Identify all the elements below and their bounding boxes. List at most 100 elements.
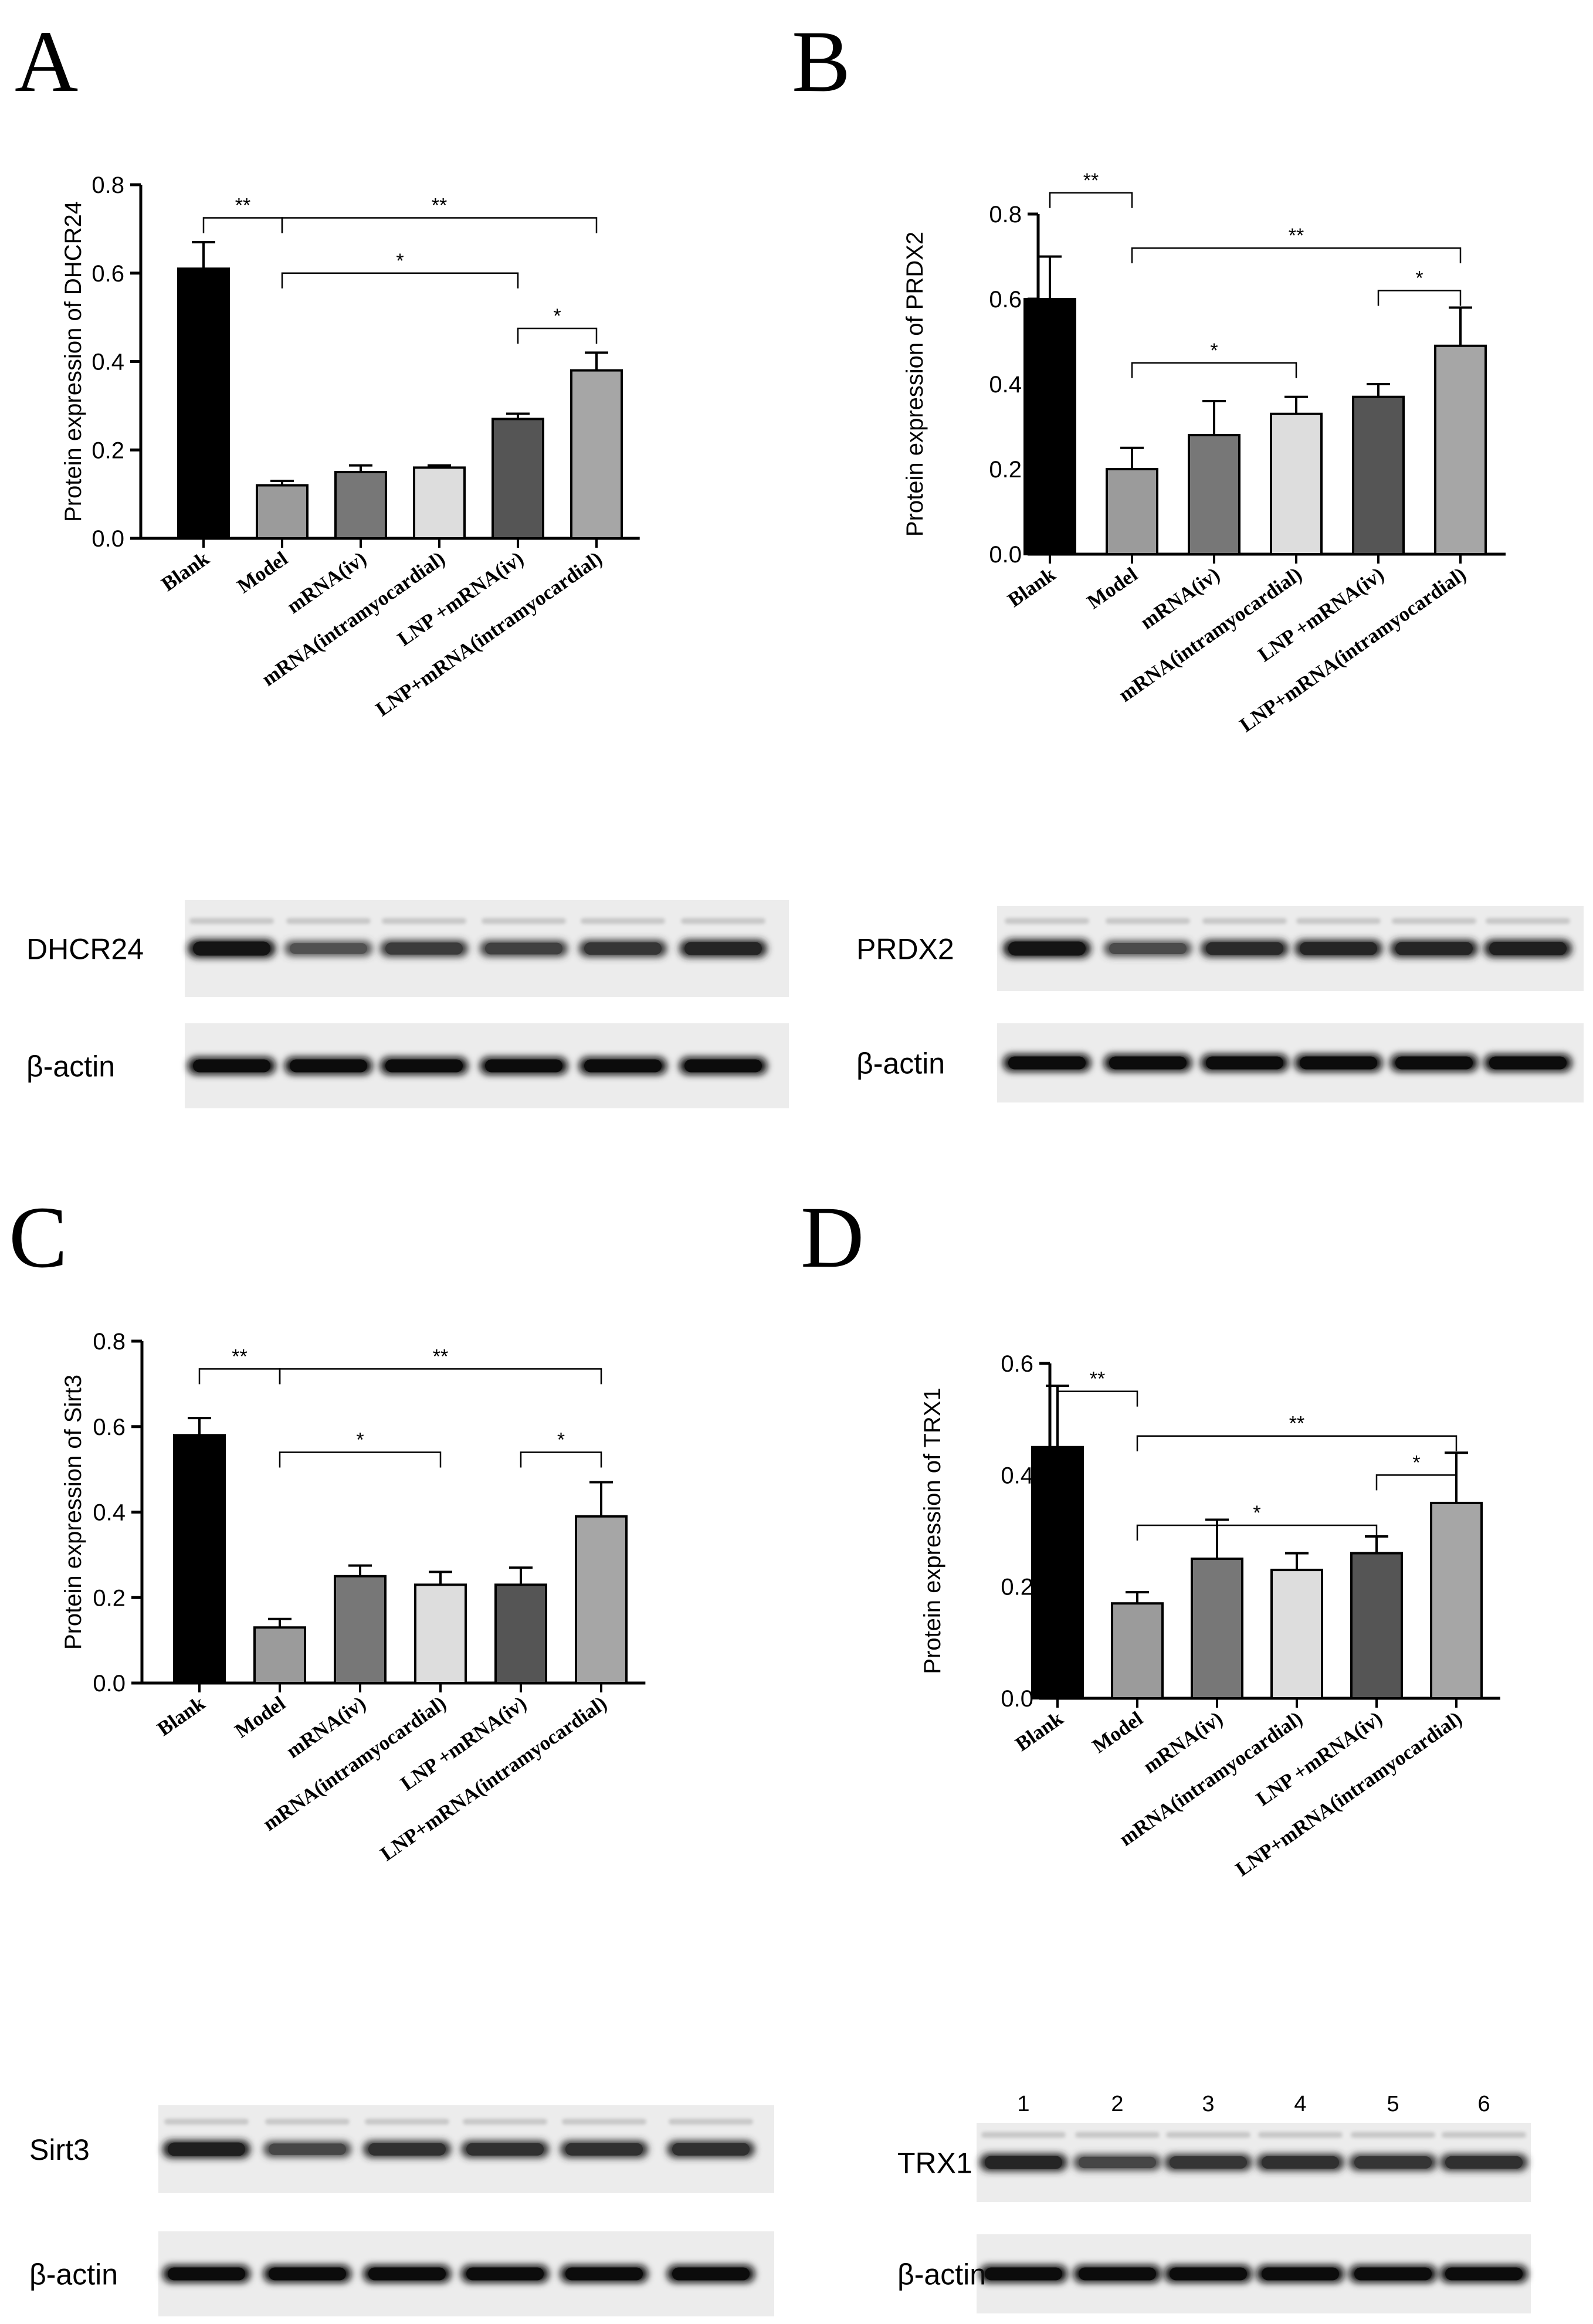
chart-a-significance-label: ** — [235, 195, 250, 217]
chart-b-y-tick-label: 0.6 — [989, 287, 1022, 313]
chart-b-significance-bracket — [1049, 192, 1133, 208]
blot-d-row-label: β-actin — [897, 2258, 986, 2291]
blot-c-row-label: β-actin — [29, 2258, 118, 2291]
blot-d-membrane — [977, 2234, 1531, 2313]
chart-a-bar-3 — [334, 470, 387, 540]
blot-a-band-core — [385, 942, 463, 955]
chart-c-y-tick-label: 0.4 — [93, 1500, 126, 1526]
chart-c-significance-bracket — [520, 1451, 602, 1468]
blot-d-band-core — [985, 2267, 1062, 2281]
blot-c-band-core — [466, 2143, 544, 2156]
chart-a-bar-6 — [570, 369, 623, 540]
chart-c-bar-2 — [253, 1626, 306, 1684]
blot-a-faint-band — [382, 918, 466, 924]
chart-a-y-tick-label: 0.2 — [91, 437, 124, 463]
chart-d-trx1: 0.0 0.2 0.4 0.6 Protein expression of TRX1 Bl… — [920, 1351, 1500, 1881]
chart-b-bar-6 — [1434, 344, 1487, 555]
chart-b-y-tick-label: 0.8 — [989, 202, 1022, 228]
chart-a-category-label: Blank — [157, 547, 213, 596]
blot-a-band-core — [684, 1059, 762, 1073]
chart-a-bar-5 — [492, 418, 544, 540]
blot-c-band-core — [368, 2267, 446, 2281]
blot-d-faint-band — [1351, 2132, 1435, 2138]
blot-c-band-core — [269, 2267, 346, 2281]
blot-d-band-core — [1079, 2267, 1156, 2281]
blot-d-band-core — [1262, 2267, 1339, 2281]
blot-d-band-core — [1445, 2267, 1523, 2281]
chart-a-bar-4 — [413, 466, 466, 540]
blot-d-lane-number: 2 — [1111, 2092, 1123, 2116]
blot-b-band-core — [1300, 1056, 1377, 1070]
blot-b-band-core — [1109, 1056, 1187, 1070]
blot-a-band-core — [290, 943, 367, 954]
panel-label-c: C — [9, 1189, 67, 1286]
chart-c-y-tick-label: 0.2 — [93, 1585, 126, 1611]
blot-b-faint-band — [1296, 918, 1381, 924]
western-blot-b: PRDX2 β-actin — [856, 906, 1584, 1102]
blot-c-faint-band — [669, 2119, 753, 2125]
chart-b-category-label: Model — [1083, 562, 1142, 613]
chart-d-significance-label: ** — [1090, 1368, 1105, 1390]
chart-d-y-tick-label: 0.0 — [1001, 1686, 1033, 1712]
blot-d-band-core — [1079, 2156, 1156, 2169]
blot-b-faint-band — [1106, 918, 1190, 924]
chart-c-bar-4 — [414, 1583, 467, 1684]
blot-c-faint-band — [562, 2119, 646, 2125]
blot-b-band-core — [1395, 942, 1473, 955]
chart-c-bar-3 — [334, 1575, 387, 1684]
blot-d-faint-band — [981, 2132, 1066, 2138]
chart-b-significance-bracket — [1377, 290, 1462, 306]
chart-c-category-label: Blank — [153, 1691, 209, 1741]
blot-c-band-core — [168, 2142, 245, 2156]
chart-c-bar-5 — [494, 1583, 547, 1684]
chart-c-significance-bracket — [279, 1451, 442, 1468]
blot-d-band-core — [1170, 2156, 1247, 2169]
chart-a-significance-bracket — [517, 327, 598, 344]
blot-d-lane-number: 6 — [1477, 2092, 1490, 2116]
chart-d-significance-label: * — [1412, 1451, 1420, 1474]
chart-a-y-tick-label: 0.6 — [91, 261, 124, 287]
chart-c-significance-bracket — [198, 1368, 281, 1385]
blot-a-band-core — [584, 942, 662, 955]
chart-c-category-label: Model — [231, 1691, 290, 1742]
chart-d-y-tick-label: 0.6 — [1001, 1351, 1033, 1377]
chart-b-bar-2 — [1106, 468, 1158, 555]
blot-a-row-label: β-actin — [26, 1050, 115, 1083]
blot-c-band-core — [672, 2267, 750, 2281]
blot-d-band-core — [1445, 2156, 1523, 2169]
blot-b-row-label: PRDX2 — [856, 933, 954, 966]
chart-b-significance-label: ** — [1083, 169, 1099, 192]
chart-d-bar-2 — [1111, 1602, 1164, 1699]
blot-d-band-core — [985, 2156, 1062, 2169]
chart-c-y-tick-label: 0.0 — [93, 1671, 126, 1697]
chart-d-y-axis-label: Protein expression of TRX1 — [920, 1387, 945, 1674]
blot-b-faint-band — [1392, 918, 1476, 924]
blot-a-faint-band — [482, 918, 566, 924]
chart-d-significance-bracket — [1375, 1474, 1458, 1491]
western-blot-a: DHCR24 β-actin — [26, 900, 789, 1108]
chart-d-significance-label: ** — [1289, 1413, 1304, 1435]
chart-d-category-label: Blank — [1011, 1706, 1067, 1756]
blot-c-faint-band — [164, 2119, 249, 2125]
blot-b-faint-band — [1202, 918, 1287, 924]
blot-a-row-label: DHCR24 — [26, 933, 144, 966]
chart-d-y-tick-label: 0.4 — [1001, 1463, 1033, 1488]
blot-d-faint-band — [1442, 2132, 1526, 2138]
chart-d-significance-bracket — [1136, 1435, 1458, 1451]
panel-label-d: D — [801, 1189, 864, 1286]
chart-d-category-label: Model — [1088, 1706, 1147, 1758]
chart-b-bar-5 — [1352, 395, 1405, 555]
blot-c-row-label: Sirt3 — [29, 2133, 90, 2166]
western-blot-d: TRX1 β-actin 1 2 3 4 5 6 — [897, 2092, 1531, 2313]
chart-d-bar-6 — [1430, 1501, 1483, 1700]
chart-a-y-tick-label: 0.0 — [91, 526, 124, 552]
blot-c-faint-band — [463, 2119, 547, 2125]
blot-d-membrane — [977, 2123, 1531, 2202]
chart-b-significance-bracket — [1131, 247, 1462, 263]
chart-c-y-axis-label: Protein expression of Sirt3 — [60, 1375, 86, 1650]
chart-d-significance-label: * — [1253, 1502, 1260, 1524]
blot-c-band-core — [368, 2143, 446, 2156]
blot-d-lane-number: 3 — [1202, 2092, 1214, 2116]
panel-label-b: B — [792, 13, 850, 110]
